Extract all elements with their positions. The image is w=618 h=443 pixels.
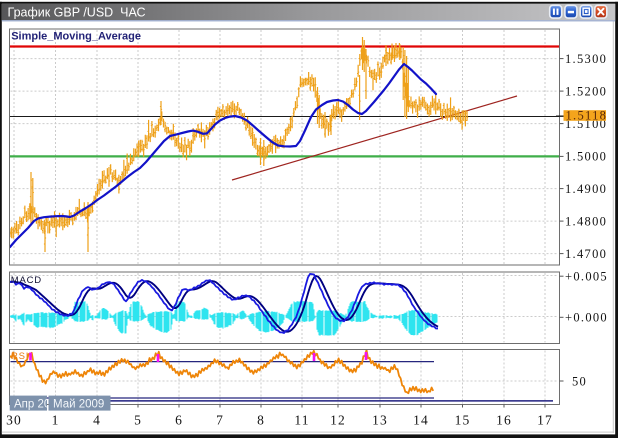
svg-text:1.5200: 1.5200 [565,84,607,98]
svg-text:50: 50 [572,374,587,388]
svg-text:1.5118: 1.5118 [566,109,608,123]
svg-text:17: 17 [537,413,553,428]
svg-text:6: 6 [175,413,183,428]
svg-text:График GBP /USD ЧАС: График GBP /USD ЧАС [8,6,146,20]
svg-text:1: 1 [52,413,60,428]
svg-text:MACD: MACD [11,275,42,286]
svg-text:1.4900: 1.4900 [565,182,607,196]
svg-text:Май 2009: Май 2009 [53,398,104,410]
svg-text:Апр 2009: Апр 2009 [14,398,63,410]
svg-text:7: 7 [216,413,224,428]
svg-text:12: 12 [330,413,346,428]
svg-text:16: 16 [496,413,512,428]
svg-text:8: 8 [257,413,265,428]
svg-text:4: 4 [93,413,101,428]
svg-text:11: 11 [294,413,309,428]
svg-text:13: 13 [372,413,388,428]
svg-text:1.4800: 1.4800 [565,214,607,228]
svg-text:+0.005: +0.005 [565,270,608,284]
svg-text:RSI: RSI [11,351,29,362]
svg-text:1.4700: 1.4700 [565,247,607,261]
svg-text:1.5000: 1.5000 [565,150,607,164]
svg-text:5: 5 [134,413,142,428]
svg-text:15: 15 [455,413,471,428]
svg-text:1.5300: 1.5300 [565,52,607,66]
svg-text:14: 14 [413,413,429,428]
svg-text:30: 30 [6,413,22,428]
svg-text:+0.000: +0.000 [565,311,608,325]
svg-text:Simple_Moving_Average: Simple_Moving_Average [11,30,141,42]
